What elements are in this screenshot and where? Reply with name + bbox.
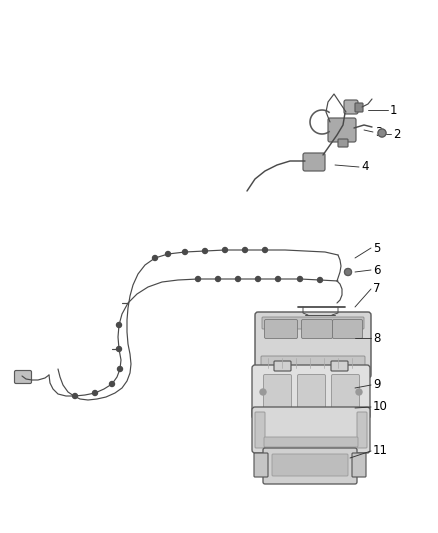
FancyBboxPatch shape — [263, 448, 357, 484]
Circle shape — [117, 322, 121, 327]
Circle shape — [378, 129, 386, 137]
Text: 11: 11 — [373, 445, 388, 457]
Circle shape — [202, 248, 208, 254]
FancyBboxPatch shape — [301, 319, 332, 338]
Circle shape — [215, 277, 220, 281]
Circle shape — [166, 252, 170, 256]
Text: 5: 5 — [373, 241, 380, 254]
Circle shape — [195, 277, 201, 281]
Circle shape — [356, 389, 362, 395]
Circle shape — [223, 247, 227, 253]
FancyBboxPatch shape — [255, 412, 265, 448]
Text: 6: 6 — [373, 263, 381, 277]
FancyBboxPatch shape — [344, 100, 358, 114]
Text: 7: 7 — [373, 282, 381, 295]
Circle shape — [262, 247, 268, 253]
Text: 9: 9 — [373, 378, 381, 392]
Circle shape — [260, 389, 266, 395]
FancyBboxPatch shape — [264, 375, 292, 409]
FancyBboxPatch shape — [264, 437, 358, 447]
FancyBboxPatch shape — [357, 412, 367, 448]
Text: 10: 10 — [373, 400, 388, 414]
FancyBboxPatch shape — [338, 139, 348, 147]
FancyBboxPatch shape — [332, 375, 360, 409]
FancyBboxPatch shape — [303, 153, 325, 171]
Circle shape — [276, 277, 280, 281]
FancyBboxPatch shape — [332, 319, 363, 338]
Circle shape — [92, 391, 98, 395]
Circle shape — [236, 277, 240, 281]
FancyBboxPatch shape — [297, 375, 325, 409]
FancyBboxPatch shape — [252, 407, 370, 453]
Circle shape — [117, 346, 121, 351]
Circle shape — [345, 269, 352, 276]
FancyBboxPatch shape — [262, 317, 364, 329]
FancyBboxPatch shape — [328, 118, 356, 142]
FancyBboxPatch shape — [272, 454, 348, 476]
Circle shape — [297, 277, 303, 281]
Circle shape — [255, 277, 261, 281]
Text: 2: 2 — [393, 127, 400, 141]
FancyBboxPatch shape — [255, 312, 371, 378]
FancyBboxPatch shape — [331, 361, 348, 371]
Circle shape — [110, 382, 114, 386]
FancyBboxPatch shape — [261, 356, 365, 370]
Text: 8: 8 — [373, 332, 380, 344]
FancyBboxPatch shape — [355, 103, 363, 112]
Circle shape — [318, 278, 322, 282]
Text: 4: 4 — [361, 160, 368, 174]
Circle shape — [152, 255, 158, 261]
FancyBboxPatch shape — [252, 365, 370, 419]
FancyBboxPatch shape — [274, 361, 291, 371]
FancyBboxPatch shape — [352, 453, 366, 477]
FancyBboxPatch shape — [14, 370, 32, 384]
FancyBboxPatch shape — [265, 319, 297, 338]
Circle shape — [73, 393, 78, 399]
Circle shape — [243, 247, 247, 253]
Circle shape — [117, 367, 123, 372]
Circle shape — [183, 249, 187, 254]
FancyBboxPatch shape — [254, 453, 268, 477]
Text: 3: 3 — [375, 125, 382, 139]
Text: 1: 1 — [390, 103, 398, 117]
